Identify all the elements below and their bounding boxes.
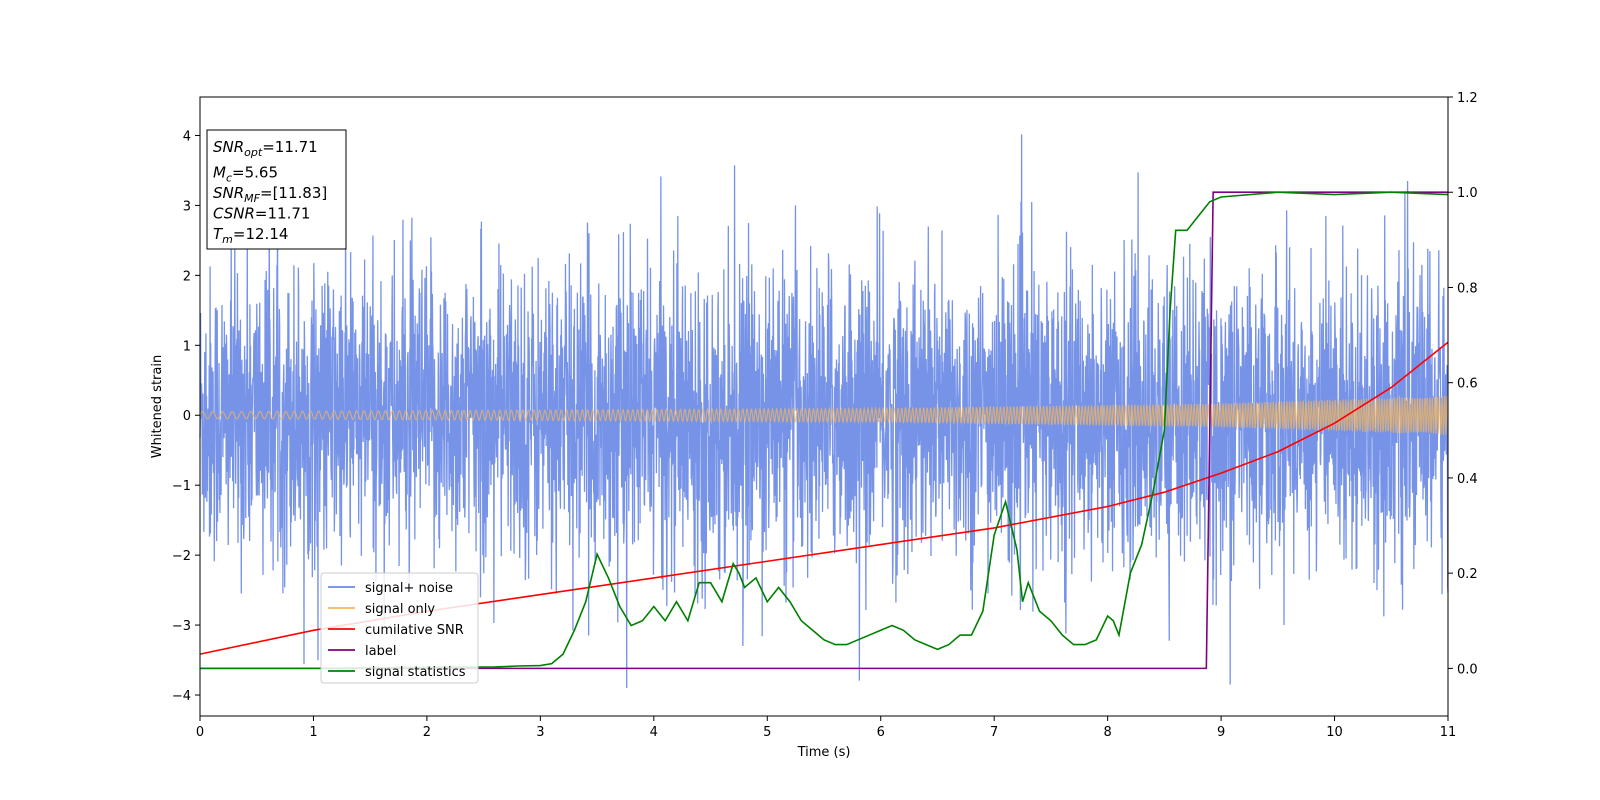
signal-only-series: [199, 395, 1449, 435]
annotation-line: SNRMF=[11.83]: [213, 184, 327, 205]
x-tick-label: 11: [1440, 725, 1457, 740]
signal-noise-line: [199, 134, 1449, 689]
annotation-frame: [206, 129, 347, 250]
legend: signal+ noise signal only cumilative SNR la…: [320, 572, 479, 684]
annotation-value: =[11.83]: [260, 184, 327, 202]
plot-frame: [199, 96, 1449, 717]
x-tick-label: 2: [423, 725, 431, 740]
annotation-line: SNRopt=11.71: [213, 138, 318, 159]
annotation-line: Tm=12.14: [213, 225, 288, 246]
y-left-tick-label: −2: [172, 549, 191, 564]
annotation-value: =12.14: [233, 225, 289, 243]
x-tick-label: 6: [877, 725, 885, 740]
y-left-tick-label: 0: [183, 409, 191, 424]
legend-frame: [320, 572, 479, 684]
annotation-subscript: m: [222, 233, 233, 246]
y-left-tick-label: −4: [172, 689, 191, 704]
label-line: [200, 191, 1448, 670]
annotation-value: =5.65: [232, 164, 278, 182]
x-tick-label: 0: [196, 725, 204, 740]
annotation-subscript: opt: [244, 146, 263, 159]
y-left-tick-label: −1: [172, 479, 191, 494]
annotation-variable: M: [213, 164, 226, 182]
x-tick-label: 8: [1103, 725, 1111, 740]
annotation-variable: SNR: [213, 138, 244, 156]
y-left-tick-label: 3: [183, 199, 191, 214]
annotation-line: CSNR=11.71: [213, 205, 310, 223]
signal-statistics-line: [200, 191, 1449, 670]
x-tick-label: 10: [1326, 725, 1343, 740]
annotation-variable: T: [213, 225, 224, 243]
y-left-tick-label: −3: [172, 619, 191, 634]
y-right-tick-label: 0.6: [1457, 377, 1478, 392]
signal-noise-series: [199, 134, 1449, 689]
annotation-line: Mc=5.65: [213, 164, 278, 185]
parameter-annotation-box: SNRopt=11.71Mc=5.65SNRMF=[11.83]CSNR=11.…: [206, 129, 347, 250]
y-right-tick-label: 1.2: [1457, 91, 1478, 106]
y-right-tick-label: 0.8: [1457, 281, 1478, 296]
x-tick-label: 9: [1217, 725, 1225, 740]
y-right-tick-label: 0.2: [1457, 567, 1478, 582]
x-tick-label: 7: [990, 725, 998, 740]
signal-only-line: [199, 395, 1449, 435]
legend-entry: signal+ noise: [365, 581, 453, 596]
annotation-variable: CSNR: [213, 205, 255, 223]
y-left-tick-label: 2: [183, 269, 191, 284]
y-right-tick-label: 1.0: [1457, 186, 1478, 201]
legend-entry: signal statistics: [365, 665, 466, 680]
annotation-value: =11.71: [262, 138, 318, 156]
y-left-tick-label: 1: [183, 339, 191, 354]
x-axis-label: Time (s): [797, 745, 851, 760]
legend-entry: cumilative SNR: [365, 623, 464, 638]
legend-entry: signal only: [365, 602, 435, 617]
y-left-tick-label: 4: [183, 129, 191, 144]
x-tick-label: 1: [309, 725, 317, 740]
y-right-tick-label: 0.0: [1457, 662, 1478, 677]
x-tick-label: 4: [650, 725, 658, 740]
y-axis-label: Whitened strain: [150, 355, 165, 458]
annotation-value: =11.71: [255, 205, 311, 223]
legend-entry: label: [365, 644, 396, 659]
annotation-subscript: MF: [244, 192, 260, 205]
x-tick-label: 5: [763, 725, 771, 740]
x-tick-label: 3: [536, 725, 544, 740]
annotation-subscript: c: [226, 172, 232, 185]
y-right-tick-label: 0.4: [1457, 472, 1478, 487]
annotation-variable: SNR: [213, 184, 244, 202]
axes: 0 1 2 3 4 5 6 7 8 9 10 11 −4 −3 −2 −1 0 1 2 3 4 0.0 0.2 0.4 0.6 0…: [150, 91, 1478, 760]
